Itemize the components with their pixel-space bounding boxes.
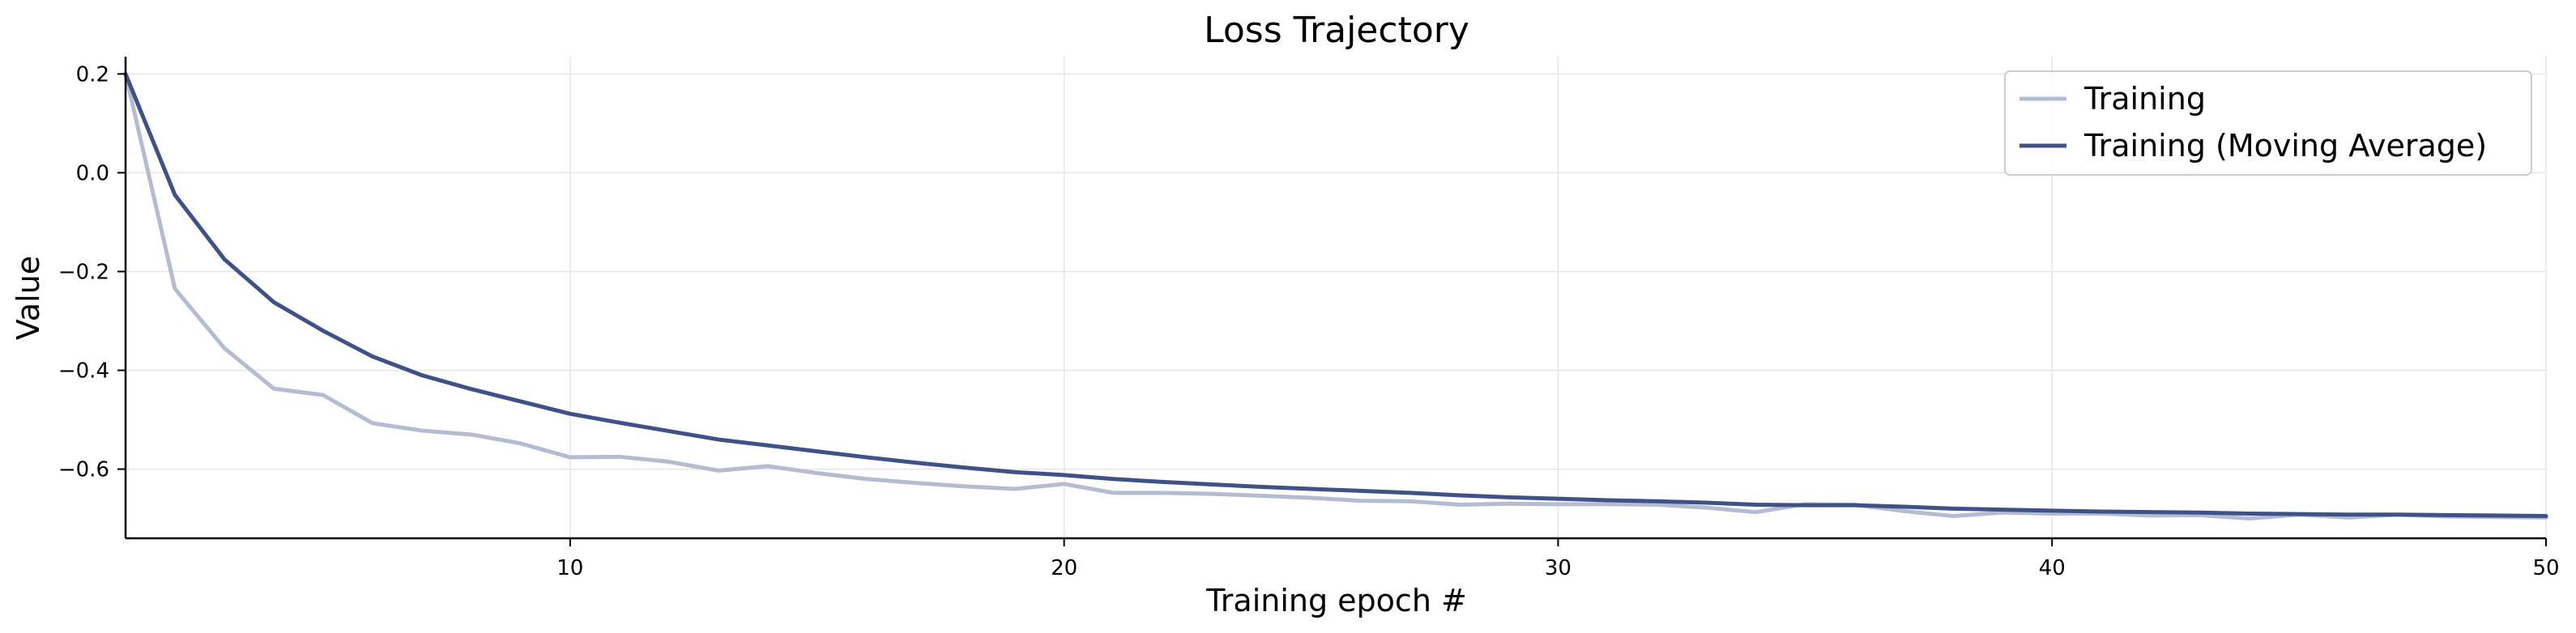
y-tick-label: −0.6 [58, 458, 109, 482]
x-axis-label: Training epoch # [1205, 583, 1467, 618]
series-line-training-moving-average [123, 71, 2548, 519]
x-tick-label: 40 [2039, 556, 2066, 580]
legend-frame [2004, 70, 2532, 176]
series-line-training [123, 71, 2548, 521]
x-tick-label: 30 [1545, 556, 1572, 580]
legend-label: Training [2083, 81, 2206, 117]
legend: Training Training (Moving Average) [2004, 70, 2532, 176]
chart-title: Loss Trajectory [1204, 10, 1469, 51]
ticks-layer: 10 20 30 40 50 0.2 0.0 −0.2 −0.4 −0.6 [58, 62, 2560, 580]
y-tick-label: −0.2 [58, 260, 109, 284]
x-tick-label: 10 [557, 556, 583, 580]
y-tick-label: −0.4 [58, 359, 109, 384]
grid-layer [126, 57, 2547, 538]
x-tick-label: 20 [1051, 556, 1077, 580]
y-tick-label: 0.0 [76, 161, 109, 185]
x-tick-label: 50 [2532, 556, 2559, 580]
legend-label: Training (Moving Average) [2083, 128, 2487, 164]
y-axis-label: Value [11, 256, 46, 340]
series-layer [123, 71, 2548, 521]
y-tick-label: 0.2 [76, 62, 109, 87]
axes-layer [124, 57, 2546, 540]
